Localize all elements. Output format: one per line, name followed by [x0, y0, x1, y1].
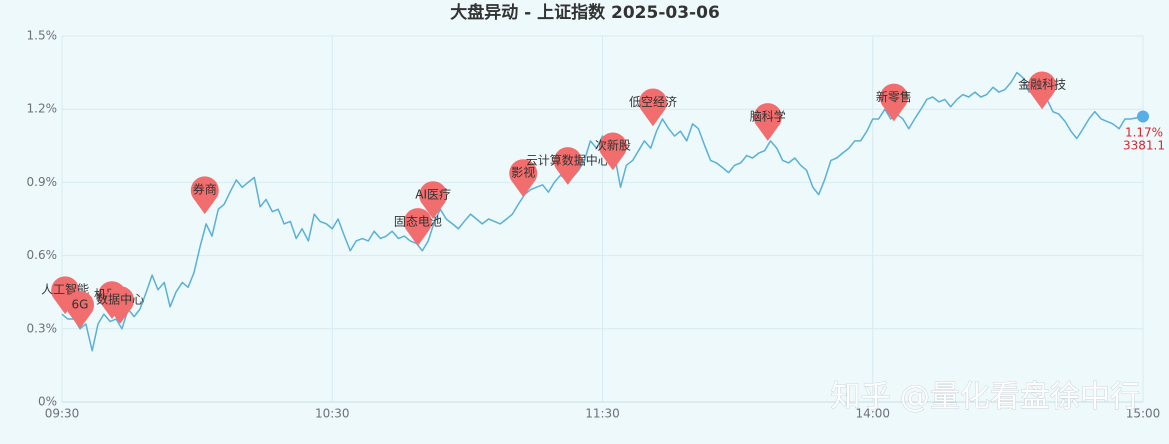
end-label: 1.17%	[1125, 126, 1163, 140]
pin-label: 金融科技	[1018, 77, 1066, 92]
x-tick-label: 15:00	[1126, 407, 1161, 421]
pin-label: 券商	[193, 182, 217, 197]
y-tick-label: 0.6%	[27, 248, 58, 262]
pin-label: 云计算数据中心	[526, 152, 610, 167]
y-tick-label: 0%	[38, 395, 57, 409]
y-tick-label: 0.9%	[27, 175, 58, 189]
y-tick-label: 1.2%	[27, 102, 58, 116]
pin	[753, 103, 782, 141]
end-point	[1137, 110, 1149, 123]
pin	[106, 286, 135, 324]
pin-label: 6G	[72, 297, 89, 311]
pin-label: 影视	[511, 165, 535, 180]
pin-label: 脑科学	[750, 108, 786, 123]
pin-label: 次新股	[595, 138, 631, 153]
pin-label: 固态电池	[394, 214, 442, 228]
pin	[190, 176, 219, 215]
pin-label: 新零售	[876, 89, 912, 104]
pin-label: 数据中心	[96, 291, 144, 306]
x-tick-label: 09:30	[45, 407, 80, 421]
x-tick-label: 14:00	[855, 407, 890, 421]
pin	[1028, 71, 1057, 110]
y-tick-label: 0.3%	[27, 321, 58, 335]
pin	[879, 83, 908, 122]
pin	[51, 276, 80, 315]
pin	[553, 147, 582, 185]
pin-label: 低空经济	[629, 94, 677, 109]
pin	[419, 181, 448, 219]
end-label: 3381.1	[1123, 139, 1165, 153]
pin	[403, 208, 432, 246]
watermark: 知乎 @量化看盘徐中行	[830, 380, 1140, 415]
y-tick-label: 1.5%	[27, 29, 58, 43]
pin	[638, 88, 667, 127]
pin	[509, 159, 538, 198]
pin	[598, 132, 627, 171]
x-tick-label: 11:30	[585, 407, 620, 421]
pin-label: AI医疗	[415, 188, 451, 202]
chart-title: 大盘异动 - 上证指数 2025-03-06	[450, 2, 720, 23]
x-tick-label: 10:30	[315, 407, 350, 421]
pin	[66, 291, 95, 329]
